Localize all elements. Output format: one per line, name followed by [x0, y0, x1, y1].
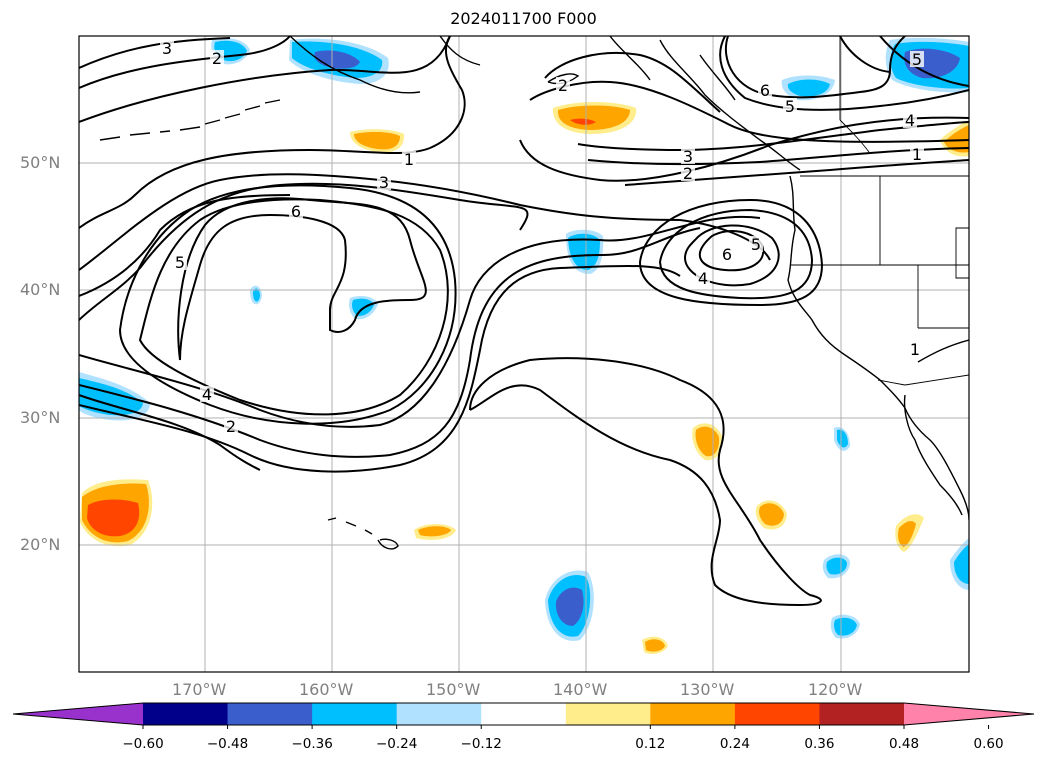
contour-label-background — [224, 418, 238, 434]
contour-label-background — [696, 270, 710, 286]
contour-label: 2 — [558, 76, 568, 95]
contour-label-background — [908, 341, 922, 357]
shaded-anomalies — [79, 37, 969, 654]
colorbar-segment — [819, 703, 905, 725]
colorbar-segment — [565, 703, 651, 725]
colorbar — [12, 702, 1035, 729]
colorbar-segment — [396, 703, 482, 725]
contour-label-background — [200, 386, 214, 402]
latitude-tick-label: 20°N — [20, 535, 61, 554]
longitude-tick-label: 140°W — [553, 680, 608, 699]
contour-label: 2 — [683, 164, 693, 183]
colorbar-tick-label: −0.48 — [206, 736, 249, 752]
longitude-tick-label: 160°W — [299, 680, 354, 699]
contour-label: 3 — [162, 39, 172, 58]
colorbar-segment — [143, 703, 229, 725]
longitude-tick-label: 150°W — [426, 680, 481, 699]
contour-label: 2 — [226, 417, 236, 436]
contour-label: 5 — [912, 50, 922, 69]
colorbar-tick-label: −0.24 — [375, 736, 418, 752]
colorbar-extend-high — [904, 703, 1034, 725]
latitude-tick-label: 30°N — [20, 408, 61, 427]
contour-label-background — [289, 203, 303, 219]
colorbar-tick-label: 0.24 — [719, 736, 750, 752]
contour-label: 1 — [912, 145, 922, 164]
contour-label: 4 — [202, 385, 212, 404]
contour-label: 6 — [722, 245, 732, 264]
colorbar-extend-low — [13, 703, 143, 725]
contour-label-background — [720, 246, 734, 262]
contour-label-background — [681, 165, 695, 181]
contour-label-background — [556, 77, 570, 93]
contour-label-background — [377, 174, 391, 190]
colorbar-segment — [650, 703, 736, 725]
latitude-tick-label: 50°N — [20, 153, 61, 172]
contour-lines — [79, 36, 969, 607]
longitude-tick-label: 120°W — [808, 680, 863, 699]
contour-label-background — [173, 254, 187, 270]
map-title: 2024011700 F000 — [450, 9, 597, 28]
contour-label-background — [681, 148, 695, 164]
contour-label: 4 — [698, 269, 708, 288]
contour-label: 3 — [379, 173, 389, 192]
contour-label: 5 — [175, 253, 185, 272]
contour-label-background — [903, 112, 917, 128]
colorbar-segment — [227, 703, 313, 725]
contour-label-background — [402, 151, 416, 167]
contour-label-background — [783, 98, 797, 114]
contour-label-background — [160, 40, 174, 56]
contour-label: 5 — [785, 97, 795, 116]
contour-label: 1 — [404, 150, 414, 169]
colorbar-segment — [312, 703, 398, 725]
contour-label: 5 — [751, 235, 761, 254]
contour-label: 1 — [910, 340, 920, 359]
coastlines — [99, 36, 969, 550]
contour-label-background — [910, 51, 924, 67]
colorbar-tick-label: −0.12 — [460, 736, 502, 752]
contour-label: 3 — [683, 147, 693, 166]
contour-label: 6 — [760, 81, 770, 100]
contour-label-background — [210, 50, 224, 66]
contour-label-background — [749, 236, 763, 252]
colorbar-tick-label: 0.36 — [804, 736, 835, 752]
map-plot-area — [79, 36, 969, 672]
colorbar-tick-label: 0.48 — [888, 736, 920, 752]
contour-label-background — [758, 82, 772, 98]
longitude-tick-label: 170°W — [172, 680, 227, 699]
colorbar-tick-label: −0.60 — [122, 736, 164, 752]
longitude-tick-label: 130°W — [680, 680, 735, 699]
contour-label-background — [910, 146, 924, 162]
contour-label: 2 — [212, 49, 222, 68]
colorbar-tick-label: 0.60 — [973, 736, 1004, 752]
political-borders — [790, 36, 969, 386]
contour-label: 6 — [291, 202, 301, 221]
colorbar-tick-label: 0.12 — [635, 736, 666, 752]
colorbar-segment — [481, 703, 567, 725]
colorbar-segment — [734, 703, 820, 725]
plot-frame — [78, 35, 970, 673]
colorbar-tick-label: −0.36 — [291, 736, 333, 752]
latitude-tick-label: 40°N — [20, 280, 61, 299]
contour-label: 4 — [905, 111, 915, 130]
